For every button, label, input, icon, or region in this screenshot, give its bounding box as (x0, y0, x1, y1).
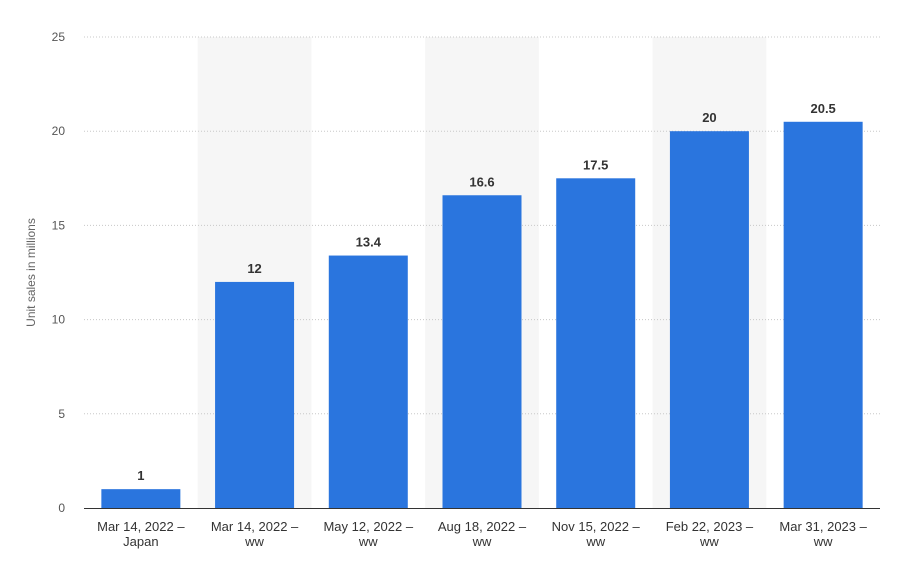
data-label: 12 (247, 261, 261, 276)
x-tick-label: Mar 31, 2023 – ww (779, 519, 867, 549)
data-label: 20 (702, 110, 716, 125)
bar (556, 178, 636, 509)
x-axis-ticks: Mar 14, 2022 – Japan Mar 14, 2022 – ww May 1… (97, 519, 868, 549)
data-label: 13.4 (356, 235, 382, 250)
y-axis-ticks: 0 5 10 15 20 25 (52, 30, 66, 515)
x-tick-label: Aug 18, 2022 – ww (438, 519, 527, 549)
bar (669, 131, 749, 508)
bar (783, 121, 863, 508)
y-tick-label: 20 (52, 124, 66, 138)
y-tick-label: 10 (52, 313, 66, 327)
x-tick-label: May 12, 2022 – ww (323, 519, 413, 549)
bar (215, 281, 295, 508)
data-label: 20.5 (810, 101, 835, 116)
y-tick-label: 5 (58, 407, 65, 421)
bar (101, 489, 181, 508)
bars (101, 121, 863, 509)
bar (328, 255, 408, 508)
y-tick-label: 0 (58, 501, 65, 515)
x-tick-label: Nov 15, 2022 – ww (552, 519, 641, 549)
x-tick-label: Feb 22, 2023 – ww (666, 519, 754, 549)
data-label: 1 (137, 468, 144, 483)
data-label: 16.6 (469, 174, 494, 189)
data-labels: 1 12 13.4 16.6 17.5 20 20.5 (137, 101, 836, 483)
data-label: 17.5 (583, 157, 608, 172)
x-tick-label: Mar 14, 2022 – ww (211, 519, 299, 549)
bar (442, 195, 522, 509)
y-tick-label: 15 (52, 218, 66, 232)
y-axis-label: Unit sales in millions (24, 218, 38, 327)
x-tick-label: Mar 14, 2022 – Japan (97, 519, 185, 549)
y-tick-label: 25 (52, 30, 66, 44)
